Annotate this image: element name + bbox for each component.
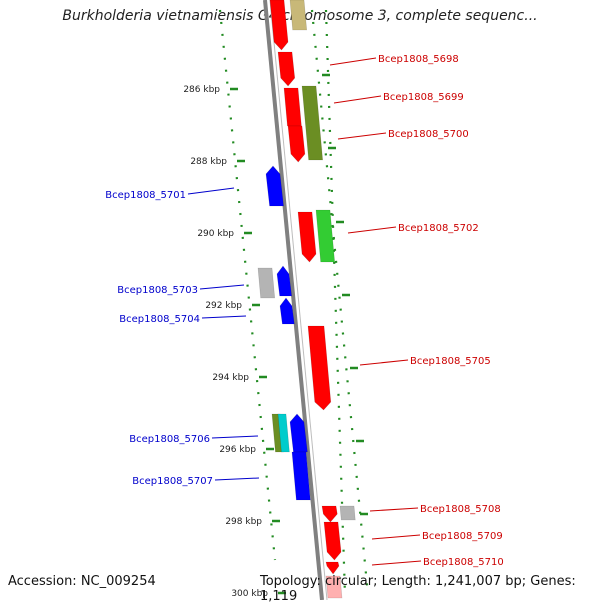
gene-block-gray [257, 267, 276, 299]
gene-block-pink [325, 575, 343, 599]
gene-block-forward [283, 87, 302, 127]
gene-label[interactable]: Bcep1808_5701 [105, 190, 186, 201]
genome-backbone [263, 0, 324, 600]
gene-block-olive [301, 85, 323, 161]
gene-leader-line [211, 435, 259, 439]
gene-leader-line [187, 187, 235, 195]
gene-label[interactable]: Bcep1808_5703 [117, 285, 198, 296]
scale-label: 290 kbp [197, 229, 234, 239]
gene-label[interactable]: Bcep1808_5707 [132, 476, 213, 487]
gene-label[interactable]: Bcep1808_5704 [119, 314, 200, 325]
gene-block-tan [289, 0, 308, 31]
gene-block-reverse [276, 265, 293, 297]
gene-block-reverse [265, 165, 284, 207]
inner-right-dotted-ring [324, 9, 347, 596]
gene-label[interactable]: Bcep1808_5710 [423, 557, 504, 568]
gene-block-forward [323, 521, 342, 561]
gene-leader-line [347, 226, 397, 234]
gene-label[interactable]: Bcep1808_5709 [422, 531, 503, 542]
gene-leader-line [371, 534, 421, 540]
gene-leader-line [337, 132, 387, 140]
scale-label: 298 kbp [225, 517, 262, 527]
gene-leader-line [214, 477, 260, 481]
scale-label: 300 kbp [231, 589, 268, 599]
gene-block-reverse [279, 297, 295, 325]
gene-label[interactable]: Bcep1808_5706 [129, 434, 210, 445]
gene-label[interactable]: Bcep1808_5702 [398, 223, 479, 234]
gene-leader-line [359, 359, 409, 366]
scale-label: 288 kbp [190, 157, 227, 167]
gene-leader-line [201, 315, 247, 319]
accession-label: Accession: NC_009254 [8, 574, 156, 589]
gene-block-reverse [291, 451, 311, 501]
gene-block-gray [339, 505, 356, 521]
gene-block-forward [325, 561, 340, 575]
gene-leader-line [369, 507, 419, 512]
gene-block-green [315, 209, 336, 263]
gene-block-forward [321, 505, 338, 523]
scale-label: 292 kbp [205, 301, 242, 311]
gene-block-forward [269, 0, 289, 51]
gene-leader-line [371, 560, 422, 566]
outer-right-dotted-ring [310, 9, 370, 596]
gene-leader-line [329, 57, 377, 66]
gene-leader-line [333, 95, 382, 104]
gene-block-forward [297, 211, 317, 263]
gene-block-forward [287, 125, 306, 163]
gene-leader-line [199, 284, 245, 290]
gene-label[interactable]: Bcep1808_5700 [388, 129, 469, 140]
genome-backbone-shadow [269, 0, 328, 600]
gene-block-forward [277, 51, 296, 87]
scale-label: 294 kbp [212, 373, 249, 383]
scale-label: 296 kbp [219, 445, 256, 455]
gene-label[interactable]: Bcep1808_5708 [420, 504, 501, 515]
gene-block-cyan [277, 413, 290, 453]
inner-left-dotted-ring [218, 9, 277, 561]
scale-label: 286 kbp [183, 85, 220, 95]
gene-label[interactable]: Bcep1808_5698 [378, 54, 459, 65]
gene-label[interactable]: Bcep1808_5699 [383, 92, 464, 103]
gene-block-forward [307, 325, 332, 411]
gene-label[interactable]: Bcep1808_5705 [410, 356, 491, 367]
